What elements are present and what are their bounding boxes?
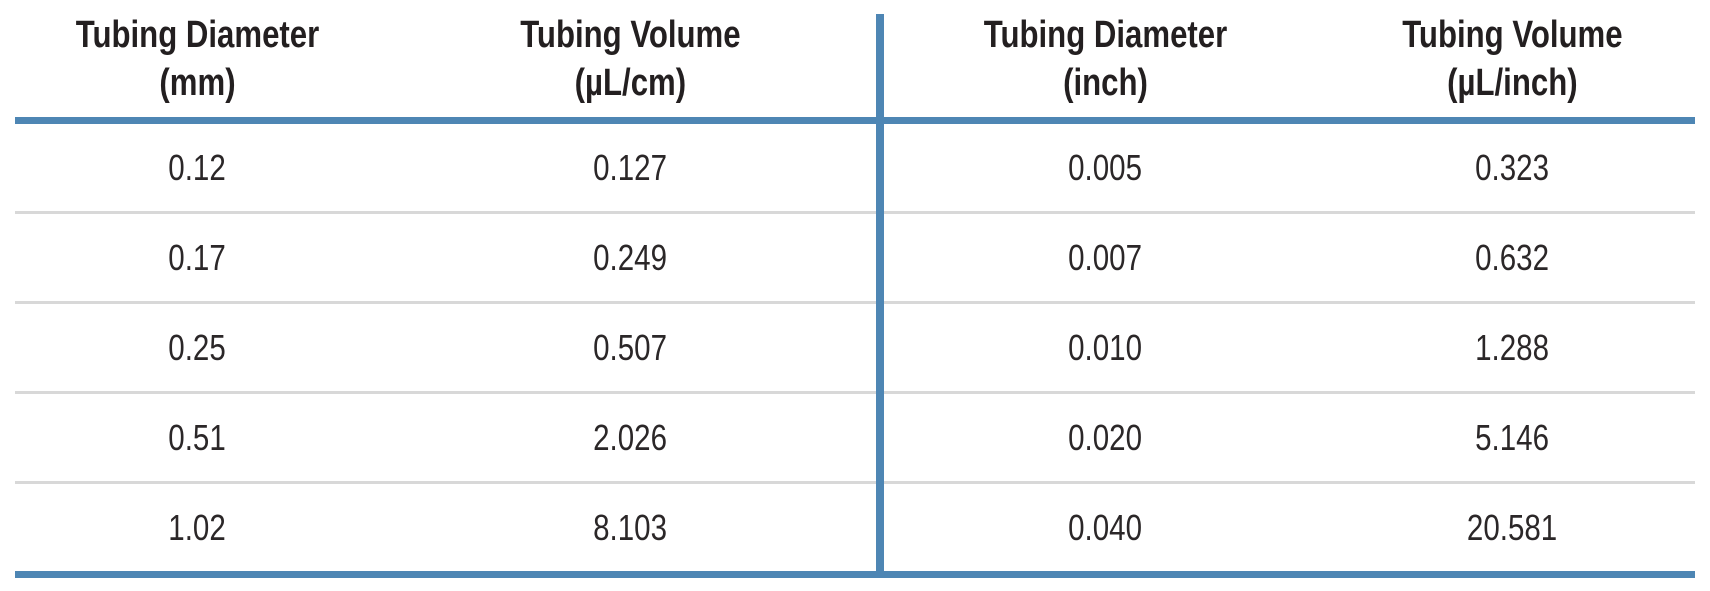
cell-diameter-mm: 0.12 — [15, 120, 380, 214]
column-header-unit: (µL/inch) — [1447, 61, 1578, 104]
column-header-title: Tubing Volume — [519, 13, 741, 56]
column-header-unit: (inch) — [1062, 61, 1148, 104]
cell-volume-ul-cm: 8.103 — [380, 482, 880, 578]
cell-volume-ul-inch: 0.323 — [1330, 120, 1695, 214]
tubing-table: Tubing Diameter (mm) Tubing Volume (µL/c… — [15, 0, 1695, 578]
cell-diameter-inch: 0.010 — [880, 302, 1330, 394]
column-header-title: Tubing Diameter — [983, 13, 1227, 56]
column-header-volume-ul-cm: Tubing Volume (µL/cm) — [380, 0, 880, 124]
column-header-title: Tubing Diameter — [75, 13, 320, 56]
cell-volume-ul-cm: 0.249 — [380, 212, 880, 304]
table-row: 0.17 0.249 0.007 0.632 — [15, 212, 1695, 304]
cell-volume-ul-cm: 0.507 — [380, 302, 880, 394]
header-row: Tubing Diameter (mm) Tubing Volume (µL/c… — [15, 0, 1695, 124]
table-row: 0.25 0.507 0.010 1.288 — [15, 302, 1695, 394]
table-row: 0.12 0.127 0.005 0.323 — [15, 120, 1695, 214]
cell-diameter-inch: 0.005 — [880, 120, 1330, 214]
table-row: 0.51 2.026 0.020 5.146 — [15, 392, 1695, 484]
cell-volume-ul-inch: 20.581 — [1330, 482, 1695, 578]
cell-diameter-mm: 1.02 — [15, 482, 380, 578]
cell-diameter-mm: 0.51 — [15, 392, 380, 484]
cell-diameter-inch: 0.040 — [880, 482, 1330, 578]
table-row: 1.02 8.103 0.040 20.581 — [15, 482, 1695, 578]
cell-diameter-inch: 0.020 — [880, 392, 1330, 484]
column-header-unit: (mm) — [159, 61, 236, 104]
cell-volume-ul-inch: 5.146 — [1330, 392, 1695, 484]
column-header-volume-ul-inch: Tubing Volume (µL/inch) — [1330, 0, 1695, 124]
cell-diameter-mm: 0.17 — [15, 212, 380, 304]
column-header-title: Tubing Volume — [1402, 13, 1623, 56]
table-vertical-divider — [876, 14, 884, 578]
column-header-unit: (µL/cm) — [574, 61, 686, 104]
column-header-diameter-inch: Tubing Diameter (inch) — [880, 0, 1330, 124]
cell-volume-ul-inch: 0.632 — [1330, 212, 1695, 304]
cell-volume-ul-cm: 0.127 — [380, 120, 880, 214]
cell-volume-ul-cm: 2.026 — [380, 392, 880, 484]
cell-diameter-mm: 0.25 — [15, 302, 380, 394]
cell-diameter-inch: 0.007 — [880, 212, 1330, 304]
column-header-diameter-mm: Tubing Diameter (mm) — [15, 0, 380, 124]
cell-volume-ul-inch: 1.288 — [1330, 302, 1695, 394]
